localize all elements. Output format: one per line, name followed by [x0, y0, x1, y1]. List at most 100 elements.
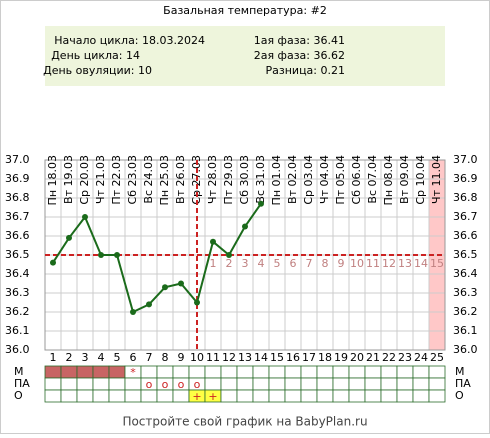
row-label: ПА	[14, 377, 30, 390]
y-tick-label: 36.8	[453, 191, 478, 204]
row-cell	[316, 377, 334, 391]
phase-day-label: 3	[242, 257, 249, 270]
row-cell	[172, 365, 190, 379]
temperature-point	[194, 299, 200, 306]
x-tick-label: 17	[302, 351, 316, 364]
row-cell	[364, 365, 382, 379]
phase-day-label: 5	[274, 257, 281, 270]
row-mark: *	[130, 366, 136, 379]
x-tick-label: 25	[430, 351, 444, 364]
row-cell	[348, 389, 366, 403]
phase-day-label: 8	[322, 257, 329, 270]
y-tick-label: 36.2	[5, 305, 30, 318]
row-cell	[396, 365, 414, 379]
row-cell	[236, 365, 254, 379]
row-cell	[332, 365, 350, 379]
y-tick-label: 36.3	[453, 286, 478, 299]
temperature-point	[178, 280, 184, 287]
phase-day-label: 12	[382, 257, 396, 270]
date-label: Вс 24.03	[142, 155, 155, 204]
row-label: ПА	[455, 377, 471, 390]
row-cell	[172, 389, 190, 403]
temperature-point	[146, 301, 152, 308]
row-cell	[396, 377, 414, 391]
phase-day-label: 7	[306, 257, 313, 270]
y-tick-label: 36.9	[5, 172, 30, 185]
date-label: Вт 26.03	[174, 155, 187, 204]
row-cell	[236, 377, 254, 391]
phase-day-label: 6	[290, 257, 297, 270]
row-cell	[364, 389, 382, 403]
row-cell	[284, 389, 302, 403]
x-tick-label: 18	[318, 351, 332, 364]
row-cell	[92, 365, 110, 379]
date-label: Сб 06.04	[350, 155, 363, 204]
y-tick-label: 37.0	[453, 153, 478, 166]
phase-day-label: 11	[366, 257, 380, 270]
info-text: Начало цикла: 18.03.2024	[54, 34, 205, 47]
y-tick-label: 36.0	[453, 343, 478, 356]
temperature-point	[66, 234, 72, 241]
row-cell	[156, 389, 174, 403]
row-cell	[108, 365, 126, 379]
row-cell	[92, 377, 110, 391]
row-label: О	[455, 389, 464, 402]
x-tick-label: 11	[206, 351, 220, 364]
row-cell	[348, 377, 366, 391]
x-tick-label: 14	[254, 351, 268, 364]
row-cell	[284, 377, 302, 391]
date-label: Чт 28.03	[206, 155, 219, 204]
temperature-point	[162, 284, 168, 291]
y-tick-label: 36.0	[5, 343, 30, 356]
row-mark: o	[194, 378, 201, 391]
row-cell	[236, 389, 254, 403]
y-tick-label: 36.3	[5, 286, 30, 299]
y-tick-label: 36.8	[5, 191, 30, 204]
row-label: М	[14, 365, 24, 378]
y-tick-label: 36.4	[453, 267, 478, 280]
info-text: Разница: 0.21	[266, 64, 346, 77]
date-label: Пн 01.04	[270, 155, 283, 205]
date-label: Ср 10.04	[414, 155, 427, 205]
y-tick-label: 36.6	[5, 229, 30, 242]
date-label: Вс 07.04	[366, 155, 379, 204]
row-cell	[220, 377, 238, 391]
info-text: День цикла: 14	[51, 49, 140, 62]
temperature-point	[50, 259, 56, 266]
y-tick-label: 36.6	[453, 229, 478, 242]
date-label: Вс 31.03	[254, 155, 267, 204]
x-tick-label: 21	[366, 351, 380, 364]
y-tick-label: 36.1	[5, 324, 30, 337]
row-cell	[252, 389, 270, 403]
row-cell	[380, 365, 398, 379]
row-cell	[44, 377, 62, 391]
row-label: О	[14, 389, 23, 402]
x-tick-label: 24	[414, 351, 428, 364]
x-tick-label: 9	[178, 351, 185, 364]
row-cell	[44, 389, 62, 403]
row-mark: o	[178, 378, 185, 391]
row-cell	[316, 365, 334, 379]
row-cell	[332, 389, 350, 403]
row-cell	[428, 377, 446, 391]
row-cell	[412, 389, 430, 403]
row-cell	[300, 389, 318, 403]
row-cell	[220, 389, 238, 403]
date-label: Пн 25.03	[158, 155, 171, 205]
info-text: День овуляции: 10	[43, 64, 152, 77]
phase-day-label: 13	[398, 257, 412, 270]
x-tick-label: 22	[382, 351, 396, 364]
temperature-point	[242, 223, 248, 230]
temperature-point	[114, 252, 120, 258]
date-label: Пн 18.03	[46, 155, 59, 205]
row-cell	[300, 377, 318, 391]
date-label: Чт 11.04	[430, 155, 443, 204]
row-cell	[348, 365, 366, 379]
row-cell	[204, 377, 222, 391]
row-cell	[44, 365, 62, 379]
phase-day-label: 14	[414, 257, 428, 270]
row-cell	[412, 365, 430, 379]
date-label: Вт 09.04	[398, 155, 411, 204]
row-mark: +	[208, 390, 217, 403]
row-label: М	[455, 365, 465, 378]
